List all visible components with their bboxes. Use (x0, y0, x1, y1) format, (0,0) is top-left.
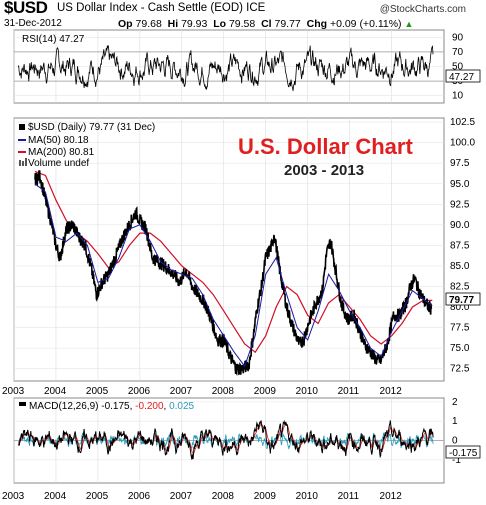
x-tick-label: 2009 (254, 491, 277, 502)
x-tick-label: 2008 (212, 491, 235, 502)
x-tick-label: 2004 (44, 491, 67, 502)
rsi-panel: 1030507090 47.27 RSI(14) 47.27 (13, 29, 481, 104)
price-y-tick-label: 100.0 (450, 138, 475, 149)
price-x-axis: 2003 2004 2005 2006 2007 2008 2009 2010 2011 2012 (2, 386, 402, 397)
price-y-tick-label: 92.5 (450, 199, 470, 210)
rsi-y-tick-label: 10 (452, 91, 464, 102)
ticker-name: US Dollar Index - Cash Settle (EOD) ICE (57, 2, 266, 14)
price-y-tick-label: 87.5 (450, 240, 470, 251)
price-line (34, 170, 433, 376)
x-tick-label: 2003 (2, 491, 25, 502)
x-tick-label: 2012 (380, 491, 403, 502)
chart-header: $USD US Dollar Index - Cash Settle (EOD)… (0, 0, 486, 30)
price-y-tick-label: 85.0 (450, 261, 470, 272)
x-tick-label: 2010 (296, 386, 319, 397)
chart-title: U.S. Dollar Chart (238, 134, 413, 159)
chart-subtitle: 2003 - 2013 (284, 162, 364, 179)
last-price-value: 79.77 (449, 295, 474, 306)
price-y-tick-label: 97.5 (450, 158, 470, 169)
x-tick-label: 2009 (254, 386, 277, 397)
legend-ma50: MA(50) 80.18 (28, 135, 89, 146)
open-label: Op (118, 18, 133, 30)
stockcharts-logo: @StockCharts.com (379, 4, 466, 15)
ma50-line (34, 183, 433, 368)
x-tick-label: 2011 (338, 491, 360, 502)
price-y-tick-label: 75.0 (450, 343, 470, 354)
price-y-tick-label: 90.0 (450, 220, 470, 231)
low-label: Lo (213, 18, 227, 30)
macd-y-tick-label: 0 (452, 436, 458, 447)
x-tick-label: 2005 (86, 386, 109, 397)
change-value: +0.09 (+0.11%) (329, 18, 402, 30)
price-legend: $USD (Daily) 79.77 (31 Dec) MA(50) 80.18… (18, 122, 155, 169)
x-tick-label: 2012 (380, 386, 403, 397)
ticker-symbol: $USD (4, 0, 48, 17)
legend-volume: Volume undef (28, 158, 89, 169)
macd-line (17, 419, 434, 460)
price-y-tick-label: 95.0 (450, 179, 470, 190)
macd-y-tick-label: 1 (452, 416, 458, 427)
open-value: 79.68 (135, 18, 162, 30)
ohlc-summary: Op 79.68 Hi 79.93 Lo 79.58 Cl 79.77 Chg … (118, 18, 413, 30)
up-arrow-icon: ▲ (404, 19, 414, 29)
legend-swatch-volume (19, 160, 21, 166)
macd-current-value: -0.175 (449, 448, 478, 459)
macd-panel: -1 0 1 2 -0.175 MACD(12,26,9) -0.175, -0.20… (13, 397, 481, 484)
change-label: Chg (306, 18, 328, 30)
price-panel: 72.5 75.0 77.5 80.0 82.5 85.0 87.5 90.0 92.5 95.0… (13, 117, 481, 382)
quote-date: 31-Dec-2012 (4, 18, 62, 29)
price-y-tick-label: 82.5 (450, 281, 470, 292)
rsi-y-tick-label: 90 (452, 32, 464, 43)
x-tick-label: 2006 (128, 491, 151, 502)
macd-legend-signal-value: -0.200 (135, 401, 164, 412)
x-tick-label: 2007 (170, 386, 193, 397)
x-tick-label: 2005 (86, 491, 109, 502)
price-y-tick-label: 72.5 (450, 364, 470, 375)
macd-current-tag: -0.175 (445, 445, 481, 459)
high-value: 79.93 (181, 18, 208, 30)
macd-y-tick-label: 2 (452, 397, 458, 408)
price-y-tick-label: 102.5 (450, 117, 475, 128)
macd-legend: MACD(12,26,9) -0.175, -0.200, 0.025 (19, 401, 195, 412)
macd-legend-prefix: MACD(12,26,9) (29, 401, 98, 412)
macd-legend-hist-value: 0.025 (169, 401, 194, 412)
x-tick-label: 2007 (170, 491, 193, 502)
legend-price: $USD (Daily) 79.77 (31 Dec) (28, 122, 155, 133)
x-tick-label: 2003 (2, 386, 25, 397)
low-value: 79.58 (228, 18, 256, 30)
close-value: 79.77 (274, 18, 301, 30)
legend-ma200: MA(200) 80.81 (28, 147, 95, 158)
rsi-current-value: 47.27 (449, 72, 474, 83)
last-price-tag: 79.77 (445, 292, 481, 306)
macd-legend-macd-value: -0.175 (101, 401, 130, 412)
svg-text:MACD(12,26,9) -0.175, -0.200,: MACD(12,26,9) -0.175, -0.200, 0.025 (29, 401, 195, 412)
legend-swatch-price (19, 124, 25, 130)
ma200-line (34, 170, 433, 354)
close-label: Cl (261, 18, 272, 30)
high-label: Hi (167, 18, 179, 30)
x-tick-label: 2010 (296, 491, 319, 502)
x-tick-label: 2011 (338, 386, 360, 397)
price-y-tick-label: 77.5 (450, 323, 470, 334)
rsi-current-tag: 47.27 (445, 69, 481, 83)
macd-x-axis: 2003 2004 2005 2006 2007 2008 2009 2010 2011 2012 (2, 491, 402, 502)
rsi-line (17, 45, 434, 91)
x-tick-label: 2006 (128, 386, 151, 397)
rsi-y-tick-label: 50 (452, 62, 464, 73)
x-tick-label: 2008 (212, 386, 235, 397)
macd-y-tick-label: -1 (452, 455, 461, 466)
rsi-y-tick-label: 70 (452, 47, 464, 58)
price-y-tick-label: 80.0 (450, 302, 470, 313)
rsi-legend: RSI(14) 47.27 (22, 34, 85, 45)
x-tick-label: 2004 (44, 386, 67, 397)
